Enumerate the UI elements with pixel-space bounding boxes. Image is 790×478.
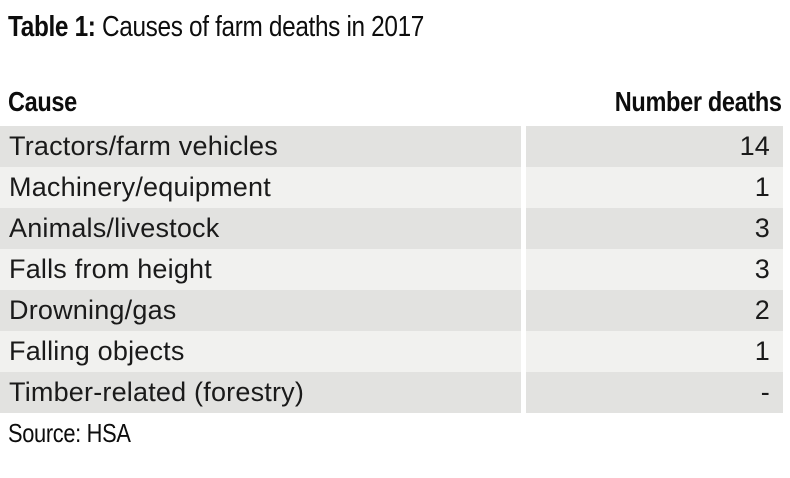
table-body: Tractors/farm vehicles 14 Machinery/equi… <box>0 126 783 413</box>
cause-cell: Animals/livestock <box>0 208 521 249</box>
deaths-cell: 2 <box>526 290 783 331</box>
table-row: Animals/livestock 3 <box>0 208 783 249</box>
table-row: Tractors/farm vehicles 14 <box>0 126 783 167</box>
deaths-cell: - <box>526 372 783 413</box>
figure-title-label: Table 1: <box>8 11 96 43</box>
column-header-cause: Cause <box>8 86 77 117</box>
figure-title-text: Table 1: Causes of farm deaths in 2017 <box>8 11 424 44</box>
table-row: Drowning/gas 2 <box>0 290 783 331</box>
column-gutter <box>521 372 526 413</box>
table-row: Timber-related (forestry) - <box>0 372 783 413</box>
table-row: Falling objects 1 <box>0 331 783 372</box>
column-gutter <box>521 290 526 331</box>
cause-cell: Falling objects <box>0 331 521 372</box>
deaths-cell: 14 <box>526 126 783 167</box>
deaths-cell: 1 <box>526 167 783 208</box>
table-row: Falls from height 3 <box>0 249 783 290</box>
figure-title: Table 1: Causes of farm deaths in 2017 <box>8 11 503 44</box>
cause-cell: Drowning/gas <box>0 290 521 331</box>
cause-cell: Timber-related (forestry) <box>0 372 521 413</box>
figure-title-caption: Causes of farm deaths in 2017 <box>102 11 425 43</box>
column-gutter <box>521 167 526 208</box>
column-header-number-deaths: Number deaths <box>615 86 782 117</box>
table-row: Machinery/equipment 1 <box>0 167 783 208</box>
deaths-cell: 1 <box>526 331 783 372</box>
column-gutter <box>521 126 526 167</box>
cause-cell: Falls from height <box>0 249 521 290</box>
deaths-cell: 3 <box>526 208 783 249</box>
source-note-text: Source: HSA <box>8 418 131 448</box>
column-gutter <box>521 249 526 290</box>
table-header-row: Cause Number deaths <box>0 86 790 120</box>
column-gutter <box>521 208 526 249</box>
cause-cell: Machinery/equipment <box>0 167 521 208</box>
deaths-cell: 3 <box>526 249 783 290</box>
source-note: Source: HSA <box>8 418 154 449</box>
column-gutter <box>521 331 526 372</box>
cause-cell: Tractors/farm vehicles <box>0 126 521 167</box>
